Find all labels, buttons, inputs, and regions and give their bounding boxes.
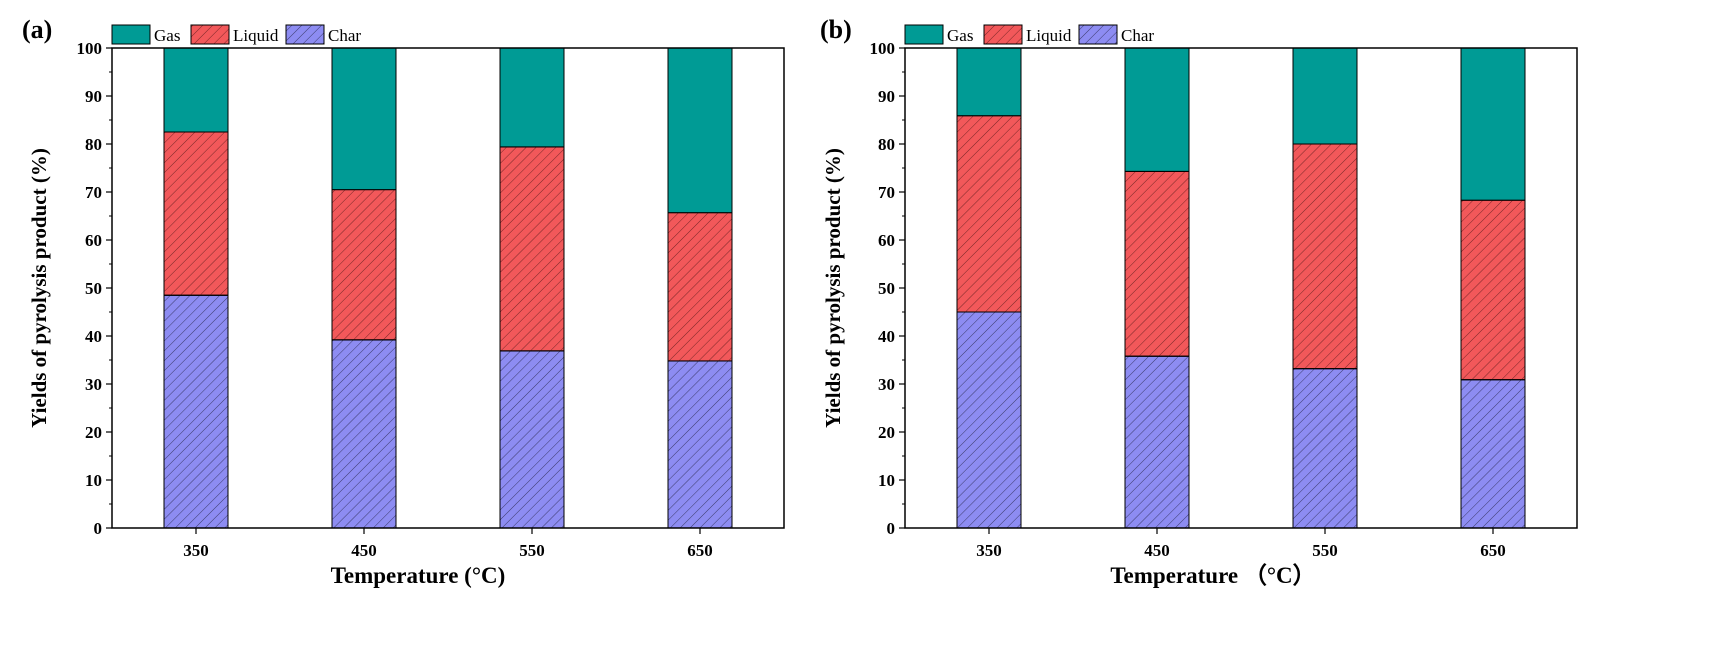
legend-label-char-b: Char <box>1121 26 1154 45</box>
y-tick-label-70-a: 70 <box>85 183 102 202</box>
y-axis-title-a: Yields of pyrolysis product (%) <box>27 148 51 428</box>
y-tick-label-50-a: 50 <box>85 279 102 298</box>
legend-label-gas-b: Gas <box>947 26 973 45</box>
y-ticks-b: 0 10 20 30 40 50 60 70 80 90 100 <box>870 39 905 538</box>
legend-item-liquid-a: Liquid <box>190 24 279 45</box>
y-tick-label-90-b: 90 <box>878 87 895 106</box>
chart-panel-b: (b) Gas Liquid Char 0 10 20 30 40 50 60 70 80 90 1… <box>820 15 1578 588</box>
y-ticks-a: 0 10 20 30 40 50 60 70 80 90 100 <box>77 39 112 538</box>
x-tick-label-450-a: 450 <box>351 541 377 560</box>
legend-label-gas-a: Gas <box>154 26 180 45</box>
y-tick-label-50-b: 50 <box>878 279 895 298</box>
bar-liquid-450-b-hatch <box>1124 170 1190 357</box>
y-axis-title-b: Yields of pyrolysis product (%) <box>821 148 845 428</box>
y-tick-label-20-a: 20 <box>85 423 102 442</box>
bar-char-550-b-hatch <box>1292 368 1358 529</box>
x-axis-title-b: Temperature （°C） <box>1110 562 1315 588</box>
bar-liquid-550-b-hatch <box>1292 143 1358 370</box>
bar-gas-450-a <box>331 47 397 191</box>
legend-label-liquid-b: Liquid <box>1026 26 1072 45</box>
x-ticks-b: 350 450 550 650 <box>976 528 1506 560</box>
y-tick-label-30-a: 30 <box>85 375 102 394</box>
legend-item-gas-a: Gas <box>111 24 180 45</box>
y-tick-label-40-b: 40 <box>878 327 895 346</box>
panel-label-a: (a) <box>22 15 52 44</box>
y-tick-label-0-b: 0 <box>887 519 896 538</box>
legend-item-char-a: Char <box>285 24 361 45</box>
y-tick-label-100-b: 100 <box>870 39 896 58</box>
x-axis-title-a: Temperature (°C) <box>331 563 506 588</box>
y-tick-label-80-b: 80 <box>878 135 895 154</box>
bar-char-550-a-hatch <box>499 350 565 529</box>
bar-liquid-650-b-hatch <box>1460 199 1526 381</box>
bar-gas-650-a <box>667 47 733 214</box>
legend-b: Gas Liquid Char <box>904 24 1154 45</box>
x-ticks-a: 350 450 550 650 <box>183 528 713 560</box>
y-tick-label-30-b: 30 <box>878 375 895 394</box>
y-tick-label-70-b: 70 <box>878 183 895 202</box>
legend-item-char-b: Char <box>1078 24 1154 45</box>
y-tick-label-20-b: 20 <box>878 423 895 442</box>
y-tick-label-40-a: 40 <box>85 327 102 346</box>
bar-char-450-b-hatch <box>1124 355 1190 529</box>
legend-item-liquid-b: Liquid <box>983 24 1072 45</box>
bar-gas-350-a <box>163 47 229 133</box>
bars-a <box>163 47 733 529</box>
bar-liquid-350-a-hatch <box>163 131 229 296</box>
x-tick-label-550-a: 550 <box>519 541 545 560</box>
bar-gas-650-b <box>1460 47 1526 201</box>
bar-liquid-650-a-hatch <box>667 212 733 362</box>
bar-gas-450-b <box>1124 47 1190 172</box>
bar-liquid-350-b-hatch <box>956 115 1022 313</box>
legend-swatch-char-b-hatch <box>1078 24 1118 45</box>
bar-gas-550-a <box>499 47 565 148</box>
bar-char-650-b-hatch <box>1460 379 1526 529</box>
bar-liquid-450-a-hatch <box>331 189 397 341</box>
y-tick-label-0-a: 0 <box>94 519 103 538</box>
y-tick-label-100-a: 100 <box>77 39 103 58</box>
legend-swatch-gas-a <box>111 24 151 45</box>
legend-item-gas-b: Gas <box>904 24 973 45</box>
plot-frame-b <box>904 47 1578 529</box>
legend-swatch-liquid-b-hatch <box>983 24 1023 45</box>
x-tick-label-350-b: 350 <box>976 541 1002 560</box>
x-tick-label-650-b: 650 <box>1480 541 1506 560</box>
legend-a: Gas Liquid Char <box>111 24 361 45</box>
x-tick-label-650-a: 650 <box>687 541 713 560</box>
bar-char-650-a-hatch <box>667 360 733 529</box>
legend-swatch-liquid-a-hatch <box>190 24 230 45</box>
chart-panel-a: (a) Gas Liquid Char 0 10 20 30 40 50 60 70 80 90 1… <box>22 15 785 588</box>
panel-label-b: (b) <box>820 15 852 44</box>
y-tick-label-90-a: 90 <box>85 87 102 106</box>
bar-gas-550-b <box>1292 47 1358 145</box>
x-tick-label-450-b: 450 <box>1144 541 1170 560</box>
bar-char-450-a-hatch <box>331 339 397 529</box>
bars-b <box>956 47 1526 529</box>
legend-swatch-gas-b <box>904 24 944 45</box>
legend-label-liquid-a: Liquid <box>233 26 279 45</box>
x-tick-label-550-b: 550 <box>1312 541 1338 560</box>
y-tick-label-80-a: 80 <box>85 135 102 154</box>
legend-label-char-a: Char <box>328 26 361 45</box>
bar-char-350-b-hatch <box>956 311 1022 529</box>
y-tick-label-10-b: 10 <box>878 471 895 490</box>
y-tick-label-10-a: 10 <box>85 471 102 490</box>
y-tick-label-60-a: 60 <box>85 231 102 250</box>
legend-swatch-char-a-hatch <box>285 24 325 45</box>
x-tick-label-350-a: 350 <box>183 541 209 560</box>
bar-liquid-550-a-hatch <box>499 146 565 352</box>
plot-frame-a <box>111 47 785 529</box>
y-tick-label-60-b: 60 <box>878 231 895 250</box>
bar-char-350-a-hatch <box>163 294 229 529</box>
bar-gas-350-b <box>956 47 1022 117</box>
